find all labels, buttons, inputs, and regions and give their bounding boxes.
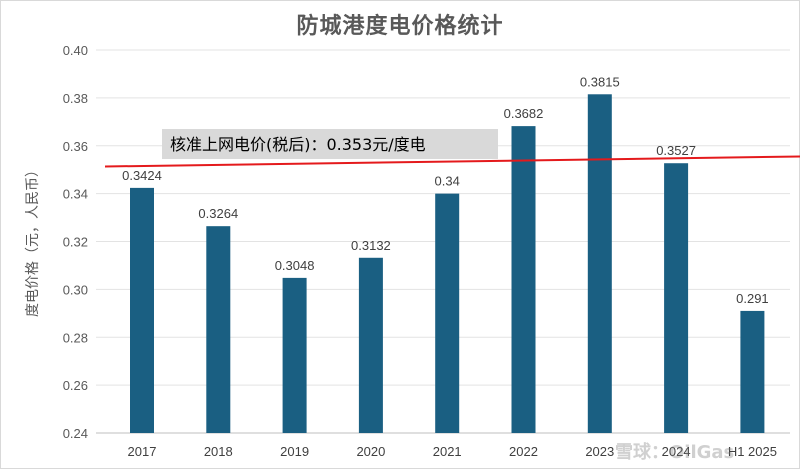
- x-tick-label: 2024: [662, 444, 691, 459]
- bar: [511, 126, 536, 433]
- y-tick-labels: 0.24 0.26 0.28 0.30 0.32 0.34 0.36 0.38 0.40: [63, 43, 88, 441]
- x-tick-label: 2020: [356, 444, 385, 459]
- value-label: 0.3682: [504, 106, 544, 121]
- x-tick-label: 2019: [280, 444, 309, 459]
- y-tick-label: 0.24: [63, 426, 88, 441]
- x-tick-label: 2023: [585, 444, 614, 459]
- y-tick-label: 0.36: [63, 139, 88, 154]
- bar: [740, 310, 765, 433]
- bar: [282, 277, 307, 433]
- value-label: 0.3132: [351, 238, 391, 253]
- y-tick-label: 0.28: [63, 330, 88, 345]
- value-labels: 0.3424 0.3264 0.3048 0.3132 0.34 0.3682 0.3815…: [122, 74, 769, 306]
- value-label: 0.3048: [275, 258, 315, 273]
- x-tick-labels: 2017 2018 2019 2020 2021 2022 2023 2024 H1 2025: [128, 444, 777, 459]
- bars: [130, 94, 765, 434]
- value-label: 0.34: [435, 174, 460, 189]
- x-tick-label: 2018: [204, 444, 233, 459]
- y-tick-label: 0.40: [63, 43, 88, 58]
- x-tick-label: 2022: [509, 444, 538, 459]
- bar: [130, 187, 154, 433]
- bar: [435, 193, 460, 433]
- value-label: 0.291: [736, 291, 769, 306]
- bar: [664, 163, 689, 434]
- reference-line-label: 核准上网电价(税后)：0.353元/度电: [170, 135, 426, 154]
- y-tick-label: 0.26: [63, 378, 88, 393]
- watermark: 雪球：OilGas: [615, 442, 735, 463]
- bar: [587, 94, 612, 434]
- chart-title: 防城港度电价格统计: [296, 14, 504, 39]
- x-tick-label: 2021: [433, 444, 462, 459]
- x-tick-label: 2017: [128, 444, 157, 459]
- y-tick-label: 0.38: [63, 91, 88, 106]
- value-label: 0.3527: [656, 143, 696, 158]
- value-label: 0.3264: [198, 206, 238, 221]
- x-tick-label: H1 2025: [728, 444, 777, 459]
- reference-label-box: [162, 129, 498, 159]
- y-tick-label: 0.30: [63, 282, 88, 297]
- value-label: 0.3815: [580, 74, 620, 89]
- reference-line-group: 核准上网电价(税后)：0.353元/度电: [104, 129, 800, 168]
- y-tick-label: 0.32: [63, 235, 88, 250]
- value-label: 0.3424: [122, 168, 162, 183]
- reference-line: [104, 155, 800, 168]
- y-tick-label: 0.34: [63, 187, 88, 202]
- bar: [206, 226, 231, 433]
- bar: [358, 257, 383, 433]
